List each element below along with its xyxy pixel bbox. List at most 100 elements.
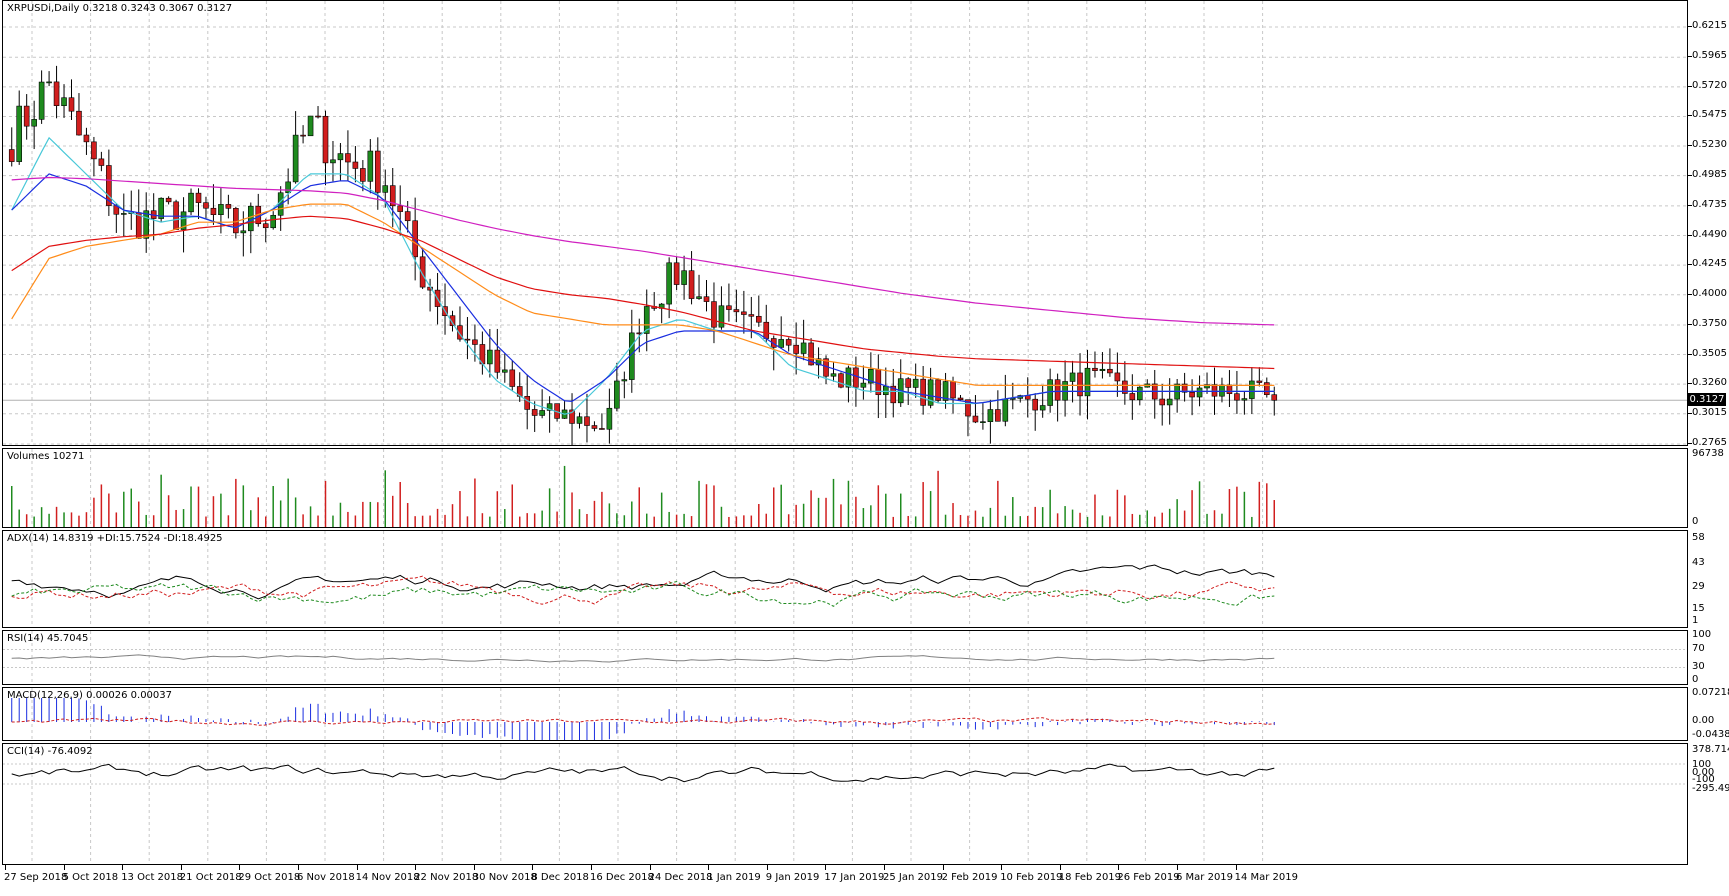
candle-body — [1211, 384, 1218, 397]
candle-body — [16, 105, 23, 162]
macd-axis-min: -0.04383 — [1692, 729, 1729, 740]
candle-body — [853, 367, 859, 388]
price-axis-label: 0.5720 — [1692, 79, 1727, 91]
candle-body — [957, 397, 964, 401]
candle-body — [726, 305, 732, 310]
price-axis-label: 0.6215 — [1692, 20, 1727, 31]
adx-axis-29: 29 — [1692, 581, 1705, 592]
cci-axis-zero: 0.00 — [1692, 767, 1715, 778]
current-price-tag: 0.3127 — [1688, 393, 1726, 407]
candle-body — [1204, 384, 1210, 389]
candle-body — [120, 213, 127, 215]
candle-body — [546, 403, 553, 411]
candle-body — [1084, 367, 1091, 397]
price-axis-label: 0.5965 — [1692, 50, 1727, 62]
volumes-axis-max: 96738 — [1692, 448, 1724, 459]
date-axis-label: 21 Oct 2018 — [179, 872, 242, 883]
candle-body — [472, 339, 478, 345]
candle-body — [860, 382, 867, 388]
candle-body — [531, 409, 538, 416]
macd-axis: 0.07218 0.00 -0.04383 — [1688, 687, 1729, 741]
date-axis-label: 6 Mar 2019 — [1176, 872, 1234, 883]
macd-pane[interactable]: MACD(12,26,9) 0.00026 0.00037 — [2, 687, 1688, 741]
candle-body — [382, 185, 389, 193]
candle-body — [1099, 368, 1106, 371]
plus-di-line — [11, 580, 1275, 607]
price-axis-tick — [1688, 115, 1692, 117]
date-axis-label: 10 Feb 2019 — [1000, 872, 1063, 883]
rsi-chart[interactable] — [3, 631, 1688, 685]
candle-body — [868, 368, 874, 384]
price-axis-label: 0.3750 — [1692, 317, 1727, 329]
adx-pane[interactable]: ADX(14) 14.8319 +DI:15.7524 -DI:18.4925 — [2, 530, 1688, 628]
candle-body — [1166, 398, 1173, 406]
date-axis-tick — [1235, 865, 1237, 870]
candle-body — [681, 270, 687, 285]
candle-body — [1271, 394, 1278, 401]
candle-body — [330, 159, 336, 164]
adx-line — [11, 564, 1275, 600]
price-axis-tick — [1688, 204, 1692, 206]
macd-chart[interactable] — [3, 688, 1688, 741]
volumes-axis: 96738 0 — [1688, 448, 1729, 528]
date-axis-label: 16 Dec 2018 — [590, 872, 654, 883]
candle-body — [76, 110, 82, 136]
price-chart-pane[interactable]: XRPUSDi,Daily 0.3218 0.3243 0.3067 0.312… — [2, 0, 1688, 446]
candle-body — [778, 339, 785, 348]
moving-average-line — [11, 203, 1275, 386]
candle-body — [987, 409, 994, 422]
volumes-pane[interactable]: Volumes 10271 — [2, 448, 1688, 528]
candle-body — [1241, 398, 1248, 401]
macd-signal-line — [11, 717, 1275, 726]
price-axis-tick — [1688, 293, 1692, 295]
price-axis-label: 0.5230 — [1692, 139, 1727, 151]
adx-axis-43: 43 — [1692, 557, 1705, 568]
adx-label: ADX(14) 14.8319 +DI:15.7524 -DI:18.4925 — [7, 533, 223, 544]
candle-body — [449, 315, 456, 327]
rsi-axis-100: 100 — [1692, 629, 1712, 640]
candle-body — [225, 204, 232, 209]
candle-body — [457, 325, 463, 340]
price-axis-tick — [1688, 412, 1692, 414]
price-axis-label: 0.5475 — [1692, 109, 1727, 121]
price-axis-tick — [1688, 234, 1692, 236]
macd-axis-max: 0.07218 — [1692, 687, 1729, 698]
candle-body — [31, 119, 37, 127]
cci-line — [11, 763, 1275, 783]
cci-pane[interactable]: CCI(14) -76.4092 — [2, 743, 1688, 865]
adx-chart[interactable] — [3, 531, 1688, 628]
candle-body — [935, 379, 941, 401]
candle-body — [1234, 393, 1240, 401]
price-axis-label: 0.3505 — [1692, 347, 1727, 359]
volumes-chart[interactable] — [3, 449, 1688, 528]
date-axis-tick — [1059, 865, 1061, 870]
candle-body — [374, 150, 381, 193]
candle-body — [53, 81, 60, 106]
date-axis-tick — [649, 865, 651, 870]
date-axis-tick — [5, 865, 6, 870]
date-axis-label: 9 Jan 2019 — [765, 872, 820, 883]
candle-body — [1181, 383, 1188, 393]
candle-body — [950, 381, 956, 399]
candle-body — [905, 378, 912, 388]
date-axis-label: 25 Jan 2019 — [883, 872, 943, 883]
candle-body — [8, 149, 15, 162]
price-axis-label: 0.4245 — [1692, 258, 1727, 270]
macd-label: MACD(12,26,9) 0.00026 0.00037 — [7, 690, 173, 701]
price-axis-tick — [1688, 383, 1692, 385]
date-axis-label: 1 Jan 2019 — [707, 872, 761, 883]
price-chart[interactable] — [3, 1, 1688, 446]
candle-body — [106, 165, 112, 206]
rsi-pane[interactable]: RSI(14) 45.7045 — [2, 630, 1688, 685]
rsi-label: RSI(14) 45.7045 — [7, 633, 89, 644]
date-axis-tick — [415, 865, 417, 870]
cci-chart[interactable] — [3, 744, 1688, 865]
candle-body — [882, 385, 889, 396]
volumes-label: Volumes 10271 — [7, 451, 85, 462]
candle-body — [1039, 405, 1046, 411]
date-axis-label: 5 Oct 2018 — [62, 872, 119, 883]
candle-body — [322, 115, 329, 164]
candle-body — [307, 115, 314, 137]
candle-body — [360, 168, 366, 182]
macd-axis-zero: 0.00 — [1692, 715, 1715, 726]
